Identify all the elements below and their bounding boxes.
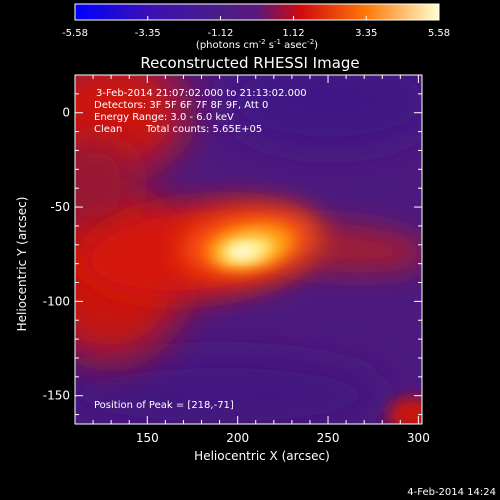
colorbar: -5.58 -3.35 -1.12 1.12 3.35 5.58 (photons cm-… xyxy=(62,3,450,51)
footer-date: 4-Feb-2014 14:24 xyxy=(407,487,496,498)
x-tick-label: 150 xyxy=(136,431,159,445)
y-tick-label: 0 xyxy=(62,106,70,120)
x-tick-label: 250 xyxy=(317,431,340,445)
x-axis-label: Heliocentric X (arcsec) xyxy=(194,449,330,463)
chart-title: Reconstructed RHESSI Image xyxy=(140,54,359,72)
x-tick-label: 200 xyxy=(226,431,249,445)
y-axis-label: Heliocentric Y (arcsec) xyxy=(15,197,29,332)
annotation-time: 3-Feb-2014 21:07:02.000 to 21:13:02.000 xyxy=(96,88,307,99)
colorbar-ticks: -5.58 -3.35 -1.12 1.12 3.35 5.58 xyxy=(62,16,450,39)
colorbar-tick-label: 1.12 xyxy=(282,28,304,39)
annotation-clean: Clean xyxy=(94,124,122,135)
annotation-peak-position: Position of Peak = [218,-71] xyxy=(94,400,234,411)
colorbar-tick-label: -3.35 xyxy=(135,28,161,39)
annotation-detectors: Detectors: 3F 5F 6F 7F 8F 9F, Att 0 xyxy=(94,100,268,111)
y-tick-label: -50 xyxy=(50,200,70,214)
heatmap-image xyxy=(75,75,422,424)
colorbar-tick-label: -1.12 xyxy=(208,28,234,39)
colorbar-tick-label: -5.58 xyxy=(62,28,88,39)
colorbar-gradient xyxy=(74,3,440,21)
plot-frame xyxy=(74,74,423,425)
y-tick-label: -150 xyxy=(43,389,70,403)
x-tick-label: 300 xyxy=(407,431,430,445)
colorbar-tick-label: 5.58 xyxy=(428,28,450,39)
axes: 150 200 250 300 0 -50 -100 -150 xyxy=(43,74,430,445)
colorbar-tick-label: 3.35 xyxy=(355,28,377,39)
y-tick-label: -100 xyxy=(43,294,70,308)
annotation-total-counts: Total counts: 5.65E+05 xyxy=(145,124,262,135)
annotation-energy: Energy Range: 3.0 - 6.0 keV xyxy=(94,112,234,123)
colorbar-units: (photons cm-2 s-1 asec-2) xyxy=(196,38,318,51)
